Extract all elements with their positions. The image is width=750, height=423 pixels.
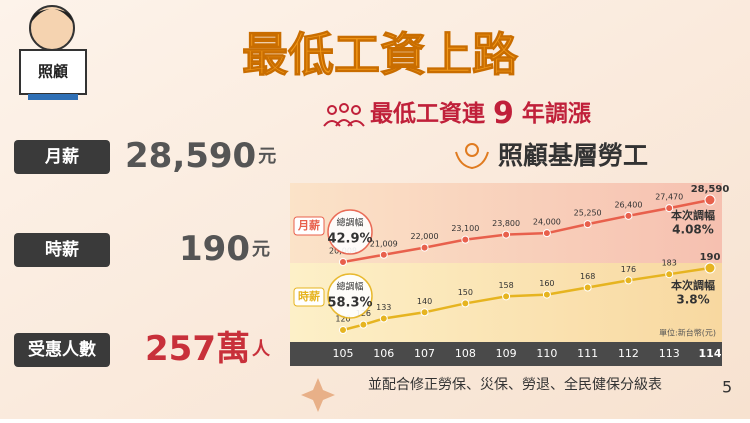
data-label: 120 bbox=[335, 315, 350, 324]
x-tick-label: 106 bbox=[373, 347, 394, 360]
title: 最低工資上路 bbox=[242, 28, 519, 82]
data-point bbox=[583, 283, 592, 292]
total-label: 總調幅 bbox=[336, 281, 363, 293]
subtitle-num: 9 bbox=[493, 96, 514, 131]
stat-value: 257萬人 bbox=[145, 329, 271, 369]
series-name: 月薪 bbox=[297, 218, 320, 232]
stat-number: 28,590 bbox=[125, 136, 256, 176]
data-label: 160 bbox=[539, 279, 554, 288]
data-label: 26,400 bbox=[614, 200, 642, 209]
stat-value: 28,590 元 bbox=[125, 136, 276, 176]
total-label: 總調幅 bbox=[336, 217, 363, 229]
data-point bbox=[502, 230, 511, 239]
data-point bbox=[624, 211, 633, 220]
data-label: 168 bbox=[580, 272, 595, 281]
footer: 並配合修正勞保、災保、勞退、全民健保分級表 bbox=[368, 376, 662, 393]
data-point bbox=[665, 204, 674, 213]
data-point bbox=[420, 308, 429, 317]
data-label: 176 bbox=[621, 265, 636, 274]
data-point bbox=[461, 299, 470, 308]
data-point bbox=[379, 314, 388, 323]
subtitle-pre: 最低工資連 bbox=[370, 100, 486, 127]
data-point bbox=[339, 326, 347, 334]
data-point bbox=[542, 229, 551, 238]
x-tick-label: 113 bbox=[659, 347, 680, 360]
data-label: 28,590 bbox=[691, 184, 730, 195]
stat-label: 受惠人數 bbox=[28, 339, 96, 360]
stat-label-box bbox=[14, 233, 110, 267]
latest-label: 本次調幅 bbox=[671, 208, 715, 222]
data-point bbox=[704, 262, 716, 274]
total-value: 58.3% bbox=[327, 296, 372, 311]
data-point bbox=[665, 270, 674, 279]
data-point bbox=[379, 250, 388, 259]
subtitle-post: 年調漲 bbox=[522, 100, 592, 127]
latest-label: 本次調幅 bbox=[671, 278, 715, 292]
hands-icon bbox=[455, 143, 489, 170]
latest-value: 3.8% bbox=[676, 293, 709, 307]
series-name: 時薪 bbox=[298, 289, 320, 303]
data-label: 23,100 bbox=[451, 224, 479, 233]
series-tag bbox=[293, 287, 325, 307]
x-tick-label: 108 bbox=[455, 347, 476, 360]
data-label: 24,000 bbox=[533, 218, 561, 227]
data-point bbox=[339, 258, 347, 266]
data-label: 25,250 bbox=[574, 209, 602, 218]
data-label: 183 bbox=[662, 259, 677, 268]
data-label: 150 bbox=[458, 288, 473, 297]
series-line bbox=[342, 198, 711, 264]
data-label: 140 bbox=[417, 297, 432, 306]
data-label: 21,009 bbox=[370, 239, 398, 248]
stat-label-box bbox=[14, 140, 110, 174]
data-point bbox=[420, 243, 429, 252]
data-label: 23,800 bbox=[492, 219, 520, 228]
x-tick-label: 105 bbox=[333, 347, 354, 360]
people-icon bbox=[323, 103, 365, 127]
stat-unit: 元 bbox=[252, 239, 270, 260]
data-label: 22,000 bbox=[411, 232, 439, 241]
subtitle: 最低工資連 9 年調漲 bbox=[370, 96, 592, 131]
total-badge bbox=[327, 209, 373, 255]
x-tick-label: 112 bbox=[618, 347, 639, 360]
data-label: 133 bbox=[376, 303, 391, 312]
x-tick-label: 107 bbox=[414, 347, 435, 360]
total-value: 42.9% bbox=[327, 232, 372, 247]
x-axis-band bbox=[290, 342, 722, 366]
stat-number: 257萬 bbox=[145, 329, 250, 369]
stat-value: 190 元 bbox=[179, 229, 270, 269]
data-point bbox=[624, 276, 633, 285]
stat-number: 190 bbox=[179, 229, 250, 269]
data-point bbox=[359, 320, 368, 329]
data-point bbox=[704, 194, 716, 206]
total-badge bbox=[327, 273, 373, 319]
sign-text: 照顧 bbox=[38, 63, 68, 81]
stat-label: 時薪 bbox=[45, 239, 79, 260]
x-tick-label: 109 bbox=[496, 347, 517, 360]
data-point bbox=[583, 220, 592, 229]
data-point bbox=[461, 235, 470, 244]
data-point bbox=[502, 292, 511, 301]
x-tick-label: 111 bbox=[577, 347, 598, 360]
x-tick-label: 110 bbox=[536, 347, 557, 360]
page-number: 5 bbox=[722, 378, 732, 397]
data-label: 27,470 bbox=[655, 193, 683, 202]
data-label: 158 bbox=[498, 281, 513, 290]
data-point bbox=[542, 290, 551, 299]
series-tag bbox=[293, 216, 325, 236]
x-tick-label: 114 bbox=[699, 347, 722, 360]
subtitle2: 照顧基層勞工 bbox=[498, 141, 648, 170]
stat-unit: 人 bbox=[252, 339, 271, 360]
data-label: 190 bbox=[700, 252, 721, 263]
sparkle bbox=[301, 378, 335, 412]
latest-value: 4.08% bbox=[672, 223, 714, 237]
stat-label-box bbox=[14, 333, 110, 367]
stat-label: 月薪 bbox=[44, 147, 79, 167]
mascot bbox=[19, 5, 87, 100]
stat-unit: 元 bbox=[258, 146, 276, 167]
unit-note: 單位:新台幣(元) bbox=[659, 328, 716, 338]
